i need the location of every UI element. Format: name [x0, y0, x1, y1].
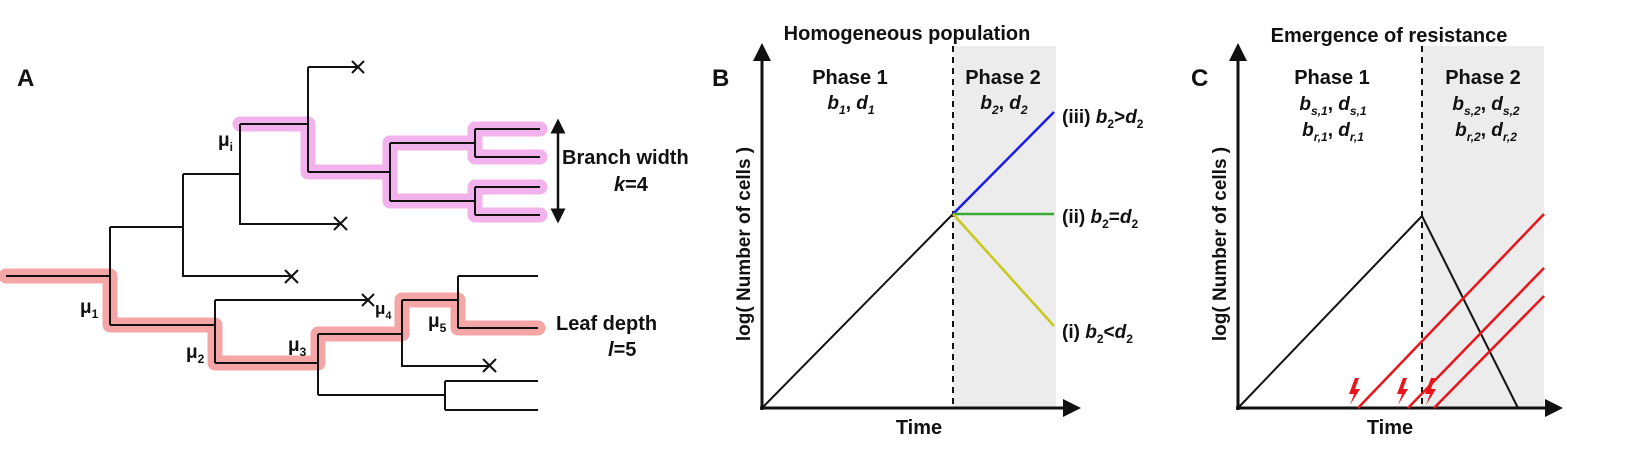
mutation-lightning-icon	[1425, 378, 1436, 405]
line-ii-label: (ii) b2=d2	[1062, 207, 1139, 231]
phylogenetic-tree	[6, 66, 540, 411]
phase2-background	[1422, 46, 1544, 408]
branch-width-label: Branch width	[562, 147, 689, 169]
x-axis-label: Time	[896, 417, 942, 439]
panel-b: B Homogeneous population log( Number of …	[712, 23, 1144, 439]
mutation-lightning-icon	[1349, 378, 1360, 405]
sensitive-growth-line	[1237, 215, 1423, 409]
branch-width-value: k=4	[614, 174, 649, 196]
phase1-params-sensitive: bs,1, ds,1	[1299, 94, 1366, 118]
resistant-clone-line-1	[1357, 213, 1545, 409]
phase2-params: b2, d2	[980, 93, 1027, 117]
panel-c-letter: C	[1191, 65, 1208, 92]
sensitive-decline-line	[1421, 215, 1519, 409]
mu-3-label: μ3	[288, 335, 307, 359]
phase2-background	[953, 46, 1056, 408]
panel-a: A	[0, 60, 689, 411]
phase1-label: Phase 1	[812, 67, 888, 89]
extinction-cross-5	[482, 358, 497, 373]
extinction-cross-4	[361, 293, 375, 307]
phase2-params-resistant: br,2, dr,2	[1455, 120, 1517, 144]
panel-c: C Emergence of resistance log( Number of…	[1191, 25, 1563, 439]
mu-5-label: μ5	[428, 311, 447, 335]
phase2-label: Phase 2	[965, 67, 1041, 89]
mutation-lightning-icon	[1397, 378, 1408, 405]
phase1-params: b1, d1	[827, 93, 874, 117]
line-iii-label: (iii) b2>d2	[1062, 107, 1144, 131]
y-axis-label: log( Number of cells )	[1210, 147, 1231, 341]
y-axis-label: log( Number of cells )	[734, 147, 755, 341]
panel-c-title: Emergence of resistance	[1271, 25, 1508, 47]
extinction-cross-2	[333, 216, 348, 231]
leaf-depth-label: Leaf depth	[556, 313, 657, 335]
line-i-label: (i) b2<d2	[1062, 322, 1133, 346]
panel-b-letter: B	[712, 65, 729, 92]
extinction-cross-1	[351, 60, 365, 74]
mu-2-label: μ2	[186, 342, 205, 366]
phase1-params-resistant: br,1, dr,1	[1302, 120, 1364, 144]
phase1-label: Phase 1	[1294, 67, 1370, 89]
extinction-cross-3	[284, 269, 299, 284]
mu-i-label: μi	[218, 130, 233, 154]
growth-line-phase1	[761, 213, 954, 409]
mu-4-label: μ4	[375, 299, 392, 322]
line-iii-growth	[952, 111, 1055, 215]
resistant-clone-line-3	[1433, 295, 1545, 409]
leaf-depth-value: l=5	[608, 339, 636, 361]
panel-b-title: Homogeneous population	[784, 23, 1031, 45]
line-i-decline	[952, 213, 1055, 327]
mu-1-label: μ1	[80, 297, 99, 321]
panel-a-letter: A	[17, 65, 34, 92]
phase2-label: Phase 2	[1445, 67, 1521, 89]
x-axis-label: Time	[1367, 417, 1413, 439]
